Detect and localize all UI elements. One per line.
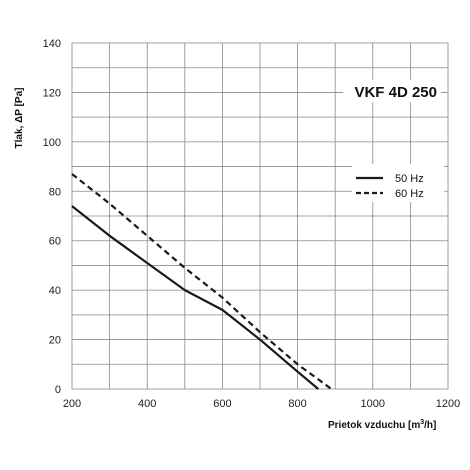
y-tick-label: 80 (49, 186, 61, 198)
x-tick-label: 200 (63, 398, 81, 410)
y-tick-label: 100 (43, 137, 61, 149)
title-box (343, 80, 441, 102)
legend-label-60hz: 60 Hz (395, 188, 424, 200)
y-tick-label: 60 (49, 236, 61, 248)
series-line-50hz (71, 205, 320, 390)
tick-labels: 200 400 600 800 1000 1200 0 20 40 60 80 100 120 140 (43, 38, 461, 410)
y-axis-title: Tlak, ΔP [Pa] (14, 88, 25, 149)
x-axis-title-main: Prietok vzduchu [m (328, 420, 420, 431)
legend-label-50hz: 50 Hz (395, 173, 424, 185)
series-layer (71, 173, 333, 390)
legend-box (352, 164, 444, 202)
y-tick-label: 120 (43, 87, 61, 99)
x-tick-label: 1000 (361, 398, 385, 410)
legend: 50 Hz 60 Hz (352, 164, 444, 202)
y-tick-label: 0 (55, 384, 61, 396)
x-axis-title: Prietok vzduchu [m3/h] (328, 419, 436, 431)
x-tick-label: 400 (138, 398, 156, 410)
y-tick-label: 20 (49, 335, 61, 347)
x-tick-label: 1200 (436, 398, 460, 410)
series-line-60hz (71, 173, 333, 390)
x-tick-label: 600 (213, 398, 231, 410)
chart-title: VKF 4D 250 (354, 84, 437, 101)
grid (72, 43, 448, 389)
plot-frame (71, 42, 449, 390)
x-tick-label: 800 (288, 398, 306, 410)
x-axis-title-sup: 3 (420, 419, 424, 426)
x-axis-title-end: /h] (424, 420, 436, 431)
y-tick-label: 40 (49, 285, 61, 297)
y-tick-label: 140 (43, 38, 61, 50)
